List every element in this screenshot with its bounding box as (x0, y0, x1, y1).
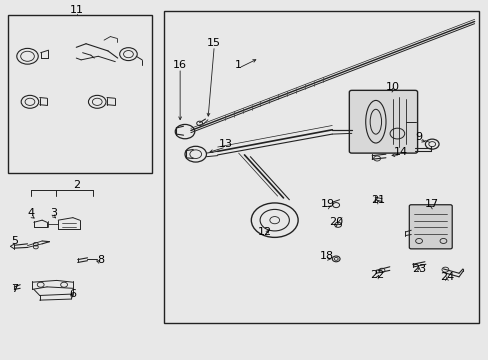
Text: 6: 6 (69, 289, 76, 299)
Text: 3: 3 (50, 208, 57, 218)
Text: 17: 17 (424, 199, 438, 210)
Text: 21: 21 (371, 195, 385, 205)
Bar (163, 12, 478, 323)
Text: 13: 13 (219, 139, 232, 149)
Text: 10: 10 (386, 82, 399, 92)
Text: 7: 7 (11, 284, 18, 294)
Text: 15: 15 (207, 38, 221, 48)
Bar (8, 15, 152, 173)
FancyBboxPatch shape (408, 205, 451, 249)
Text: 9: 9 (415, 132, 422, 142)
FancyBboxPatch shape (348, 90, 417, 153)
Text: 11: 11 (70, 5, 84, 15)
Text: 14: 14 (393, 147, 407, 157)
Text: 5: 5 (11, 236, 18, 246)
Text: 20: 20 (328, 217, 343, 227)
Text: 24: 24 (439, 272, 453, 282)
Text: 16: 16 (173, 60, 187, 70)
Text: 8: 8 (97, 255, 104, 265)
Text: 2: 2 (73, 180, 80, 190)
Text: 12: 12 (257, 227, 271, 237)
Text: 18: 18 (319, 251, 333, 261)
Text: 1: 1 (235, 60, 242, 70)
Text: 22: 22 (369, 270, 384, 280)
Text: 4: 4 (27, 208, 35, 218)
Text: 23: 23 (411, 264, 425, 274)
Text: 19: 19 (321, 199, 335, 210)
